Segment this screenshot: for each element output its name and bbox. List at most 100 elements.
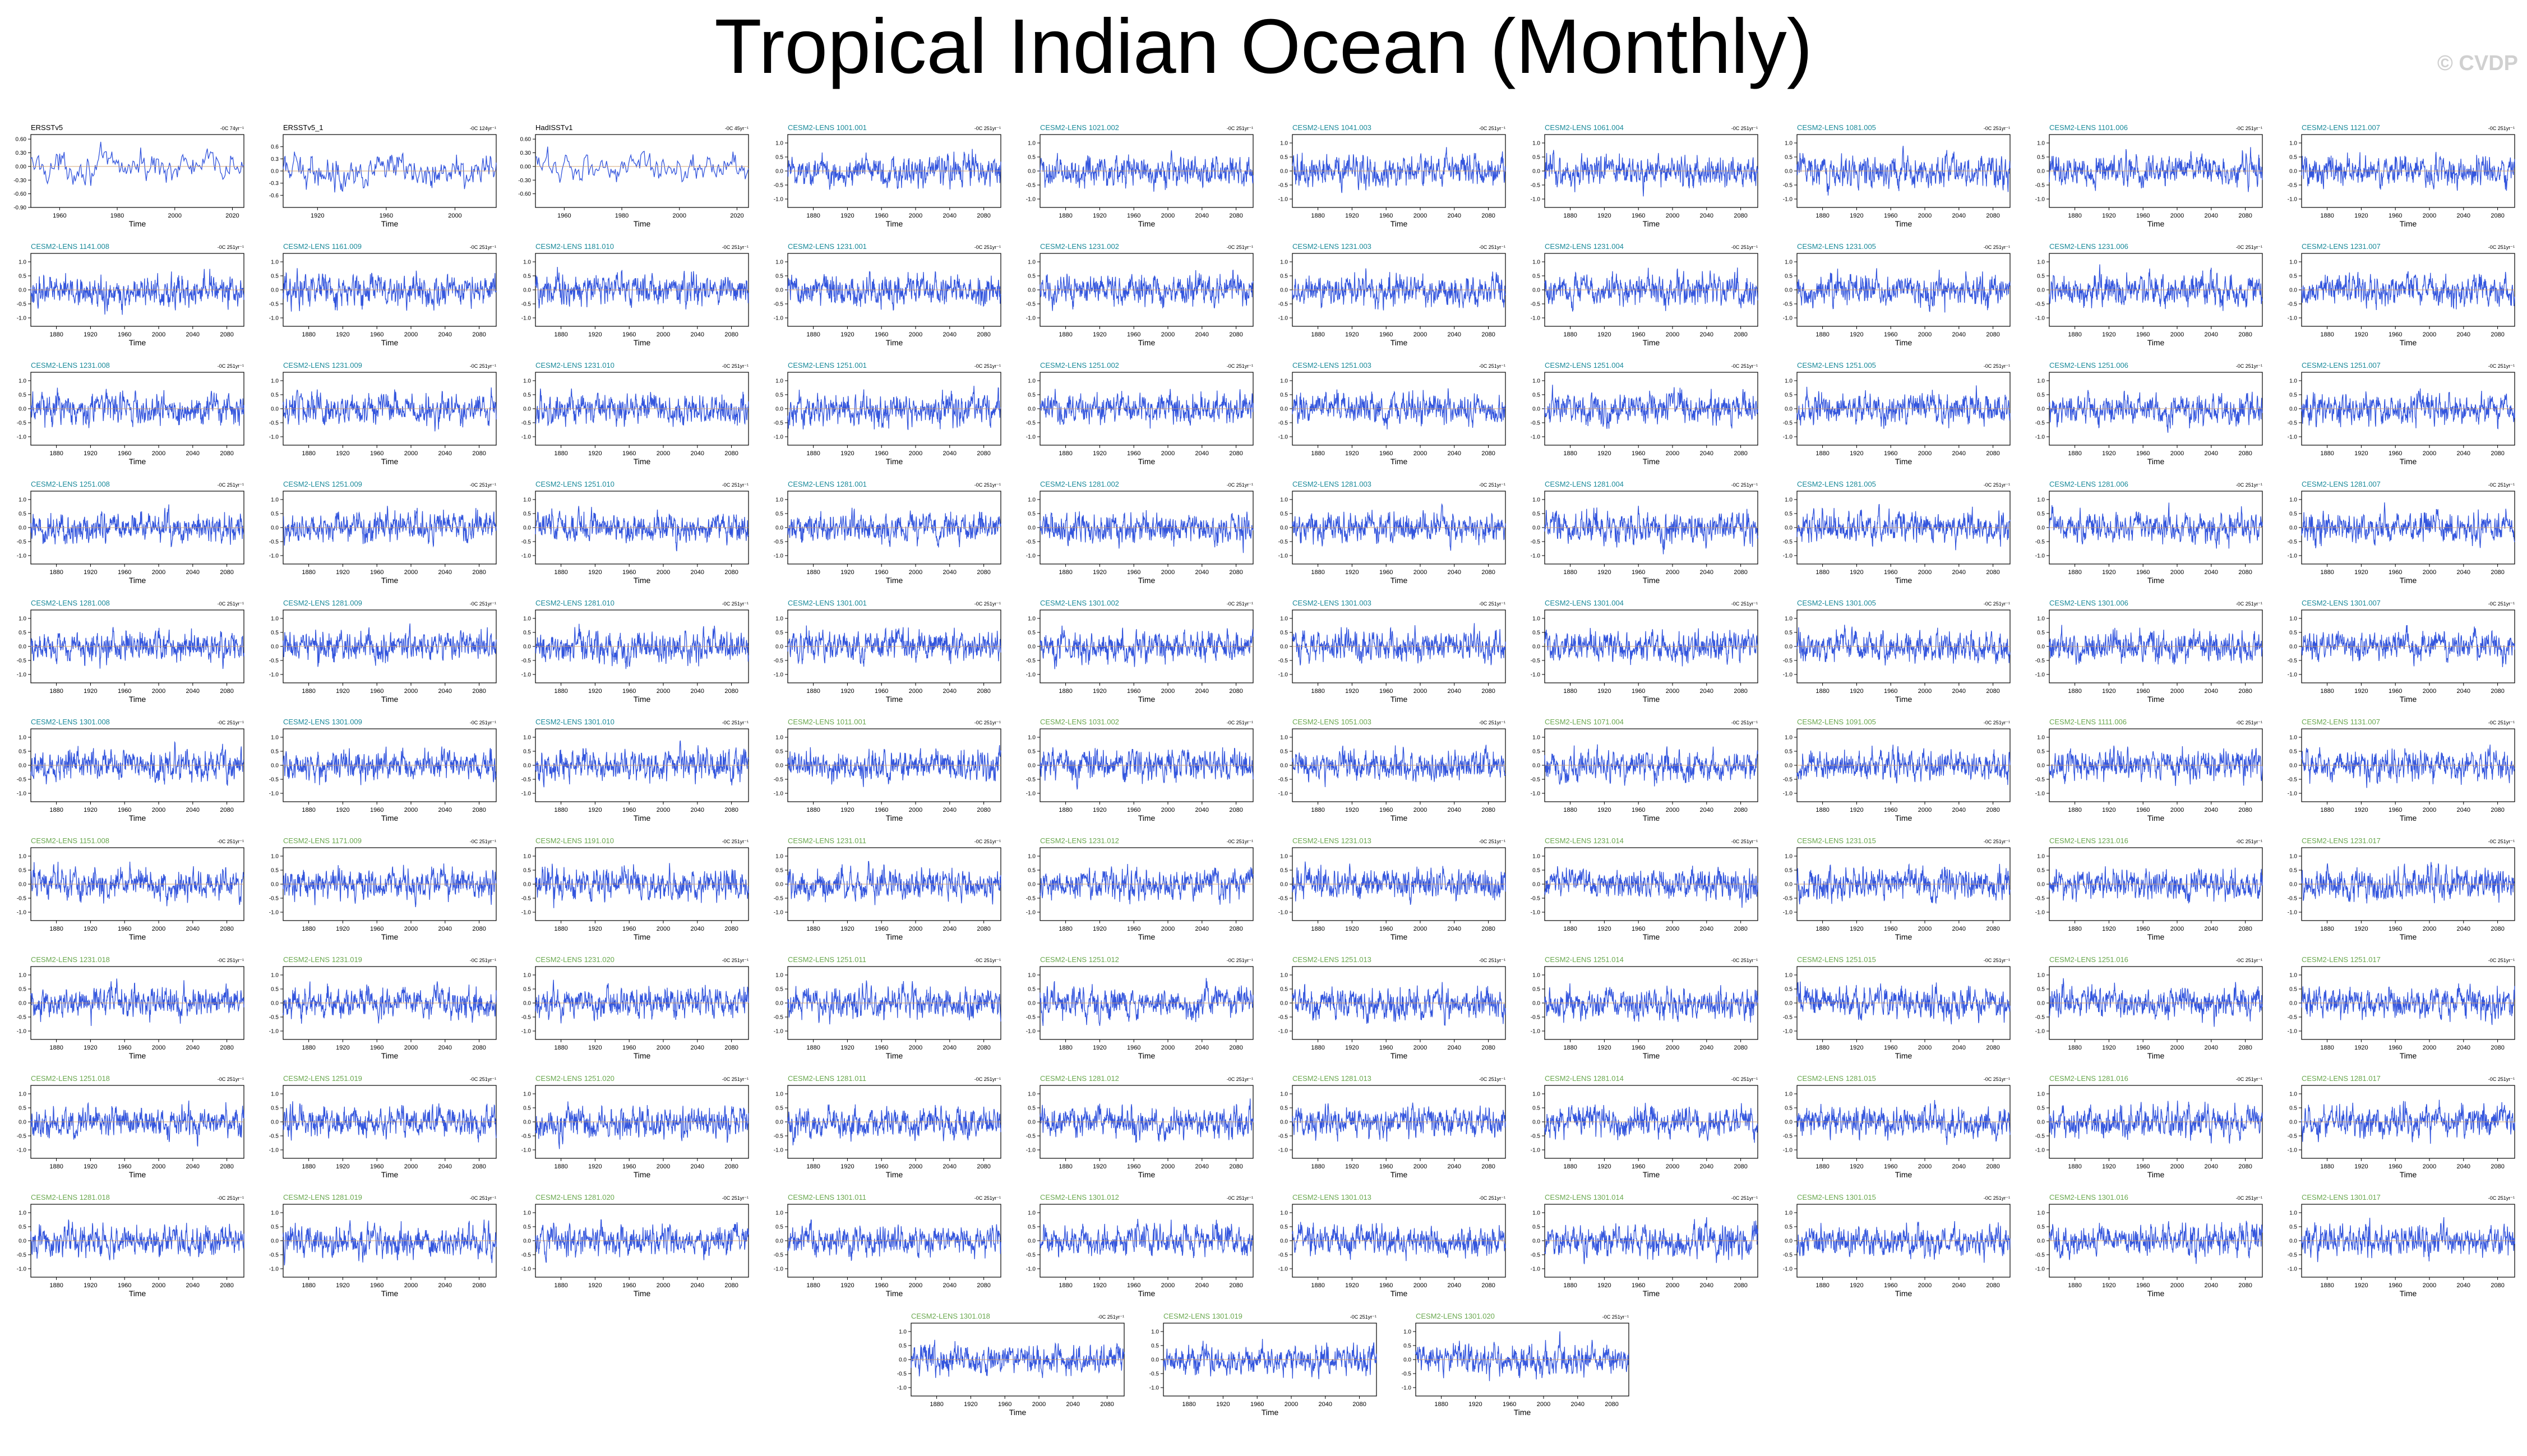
x-tick-label: 2080 (1986, 331, 1999, 338)
x-tick-label: 2040 (2457, 926, 2470, 932)
y-tick-label: -1.0 (1531, 316, 1541, 322)
x-tick-label: 2040 (691, 450, 704, 457)
anomaly-series-line (1040, 270, 1254, 311)
x-tick-label: 2000 (657, 926, 670, 932)
y-tick-label: 1.0 (19, 735, 26, 741)
y-tick-label: 1.0 (1028, 1210, 1036, 1217)
x-tick-label: 2040 (943, 1282, 957, 1289)
y-tick-label: 1.0 (775, 973, 783, 979)
y-tick-label: 1.0 (1532, 497, 1540, 503)
y-tick-label: 1.0 (775, 1210, 783, 1217)
x-tick-label: 1960 (1632, 569, 1645, 576)
x-tick-label: 2080 (1229, 1163, 1242, 1170)
x-tick-label: 1960 (557, 212, 571, 219)
x-axis-label: Time (634, 932, 651, 941)
x-axis-label: Time (2400, 576, 2417, 585)
panel-trend-label: -0C 251yr⁻¹ (1227, 601, 1253, 607)
anomaly-series-line (2049, 147, 2263, 192)
x-axis-label: Time (886, 576, 903, 585)
x-tick-label: 1920 (84, 331, 97, 338)
panel-trend-label: -0C 251yr⁻¹ (974, 126, 1001, 131)
x-tick-label: 2040 (943, 331, 957, 338)
x-tick-label: 1920 (1345, 212, 1359, 219)
y-tick-label: -1.0 (1026, 316, 1036, 322)
y-tick-label: -1.0 (1278, 672, 1288, 678)
x-tick-label: 1920 (1345, 807, 1359, 813)
x-tick-label: 2000 (152, 331, 165, 338)
y-tick-label: 0.5 (271, 274, 279, 280)
chart-panel: CESM2-LENS 1251.012 -0C 251yr⁻¹1.00.50.0-… (1026, 955, 1254, 1060)
x-tick-label: 1920 (84, 926, 97, 932)
y-tick-label: -1.0 (521, 1267, 532, 1273)
panel-trend-label: -0C 251yr⁻¹ (1227, 482, 1253, 488)
y-tick-label: 1.0 (19, 973, 26, 979)
anomaly-series-line (787, 861, 1001, 905)
y-tick-label: 0.0 (2037, 1120, 2045, 1126)
x-tick-label: 1920 (336, 1163, 349, 1170)
y-tick-label: -1.0 (17, 910, 27, 916)
y-tick-label: 1.0 (1028, 497, 1036, 503)
x-tick-label: 1920 (311, 212, 324, 219)
x-tick-label: 1960 (875, 212, 888, 219)
x-tick-label: 2080 (2238, 450, 2252, 457)
x-tick-label: 1980 (615, 212, 629, 219)
y-tick-label: 1.0 (1532, 616, 1540, 622)
y-tick-label: -1.0 (774, 1267, 784, 1273)
y-tick-label: 1.0 (1280, 616, 1288, 622)
x-tick-label: 1920 (2102, 450, 2115, 457)
x-tick-label: 2040 (1952, 569, 1966, 576)
y-tick-label: -0.5 (2288, 896, 2298, 902)
x-tick-label: 2000 (2170, 688, 2184, 695)
x-tick-label: 1960 (1127, 212, 1140, 219)
panel-trend-label: -0C 251yr⁻¹ (1731, 363, 1758, 369)
chart-panel: CESM2-LENS 1061.004 -0C 251yr⁻¹1.00.50.0-… (1531, 123, 1758, 228)
y-tick-label: -0.5 (1278, 302, 1288, 308)
x-tick-label: 2040 (1195, 1163, 1209, 1170)
y-tick-label: 0.5 (2289, 987, 2297, 993)
x-tick-label: 1920 (2102, 688, 2115, 695)
y-tick-label: -0.5 (1531, 539, 1541, 546)
y-tick-label: -1.0 (2288, 672, 2298, 678)
x-tick-label: 1960 (875, 331, 888, 338)
x-axis-label: Time (1643, 695, 1660, 704)
panel-title: CESM2-LENS 1301.019 (1163, 1312, 1242, 1320)
panel-trend-label: -0C 251yr⁻¹ (1227, 1076, 1253, 1082)
chart-panel: CESM2-LENS 1231.013 -0C 251yr⁻¹1.00.50.0-… (1278, 836, 1506, 941)
x-tick-label: 2000 (152, 1044, 165, 1051)
x-tick-label: 2000 (404, 807, 418, 813)
x-tick-label: 2040 (2205, 331, 2218, 338)
anomaly-series-line (2049, 745, 2263, 786)
y-tick-label: -0.5 (521, 777, 532, 783)
x-tick-label: 1960 (2389, 212, 2402, 219)
x-tick-label: 2040 (1700, 1044, 1713, 1051)
x-tick-label: 1920 (336, 450, 349, 457)
panel-trend-label: -0C 251yr⁻¹ (1479, 601, 1505, 607)
panel-title: CESM2-LENS 1281.001 (788, 480, 867, 488)
x-tick-label: 1920 (84, 1282, 97, 1289)
y-tick-label: -1.0 (2035, 1029, 2045, 1035)
x-tick-label: 2080 (1986, 1163, 1999, 1170)
chart-panel: CESM2-LENS 1301.013 -0C 251yr⁻¹1.00.50.0-… (1278, 1193, 1506, 1298)
y-tick-label: 0.5 (19, 392, 26, 399)
x-axis-label: Time (129, 1289, 146, 1298)
y-tick-label: 0.0 (2289, 169, 2297, 175)
y-tick-label: 1.0 (2037, 1092, 2045, 1098)
x-tick-label: 2080 (1734, 331, 1747, 338)
x-tick-label: 2000 (657, 1044, 670, 1051)
chart-panel: CESM2-LENS 1111.006 -0C 251yr⁻¹1.00.50.0-… (2035, 718, 2263, 822)
anomaly-series-line (1796, 503, 2011, 551)
y-tick-label: -1.0 (1026, 910, 1036, 916)
anomaly-series-line (535, 979, 749, 1024)
y-tick-label: 1.0 (1532, 260, 1540, 266)
y-tick-label: 0.0 (523, 525, 531, 531)
x-tick-label: 1960 (2136, 450, 2150, 457)
x-tick-label: 1880 (1311, 807, 1324, 813)
y-tick-label: -0.5 (521, 658, 532, 664)
y-tick-label: 0.0 (271, 169, 279, 175)
x-tick-label: 1960 (875, 1044, 888, 1051)
x-axis-label: Time (2400, 1170, 2417, 1179)
x-tick-label: 1920 (840, 1044, 854, 1051)
panel-trend-label: -0C 251yr⁻¹ (218, 601, 244, 607)
y-tick-label: 0.5 (2037, 274, 2045, 280)
x-tick-label: 2080 (2491, 331, 2504, 338)
